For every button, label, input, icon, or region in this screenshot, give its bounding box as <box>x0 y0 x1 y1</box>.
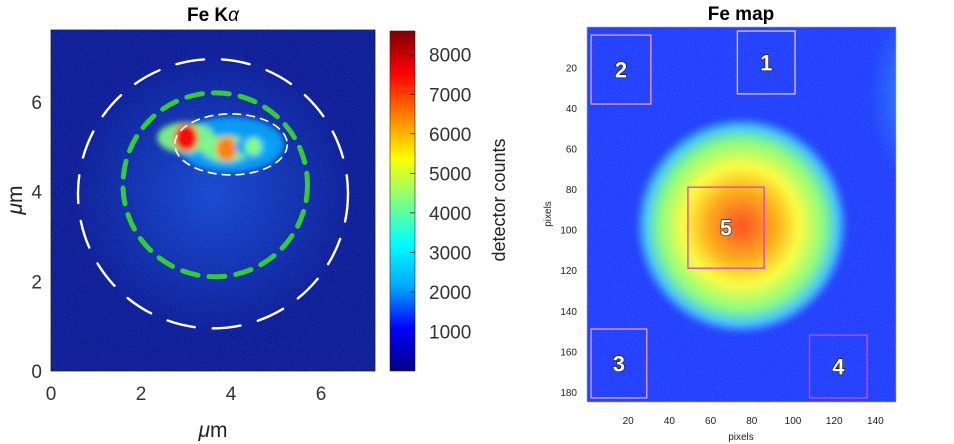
region-2-box <box>590 34 652 105</box>
map-x-tick-40: 40 <box>664 416 676 427</box>
colorbar <box>389 30 416 372</box>
map-y-tick-140: 140 <box>560 307 577 318</box>
map-x-tick-120: 120 <box>826 416 843 427</box>
title-text: Fe K <box>187 5 228 26</box>
colorbar-tick-3000: 3000 <box>429 243 471 264</box>
colorbar-tick-7000: 7000 <box>429 85 471 106</box>
title-alpha-symbol: α <box>228 5 240 26</box>
map-x-tick-60: 60 <box>705 416 717 427</box>
map-x-tick-80: 80 <box>746 416 758 427</box>
map-y-tick-40: 40 <box>566 104 578 115</box>
fe-map-title: Fe map <box>708 4 775 25</box>
region-1-box <box>736 30 796 95</box>
map-y-tick-60: 60 <box>566 145 578 156</box>
colorbar-tick-1000: 1000 <box>429 322 471 343</box>
map-y-tick-80: 80 <box>566 185 578 196</box>
y-axis-label: μm <box>4 185 27 215</box>
y-tick-2: 2 <box>31 272 42 293</box>
y-axis-mu: μ <box>4 203 27 216</box>
heatmap-image <box>51 30 375 371</box>
region-3-box <box>590 328 648 399</box>
colorbar-ticks: 1000 2000 3000 4000 5000 6000 7000 8000 <box>410 46 471 343</box>
white-dashed-circle <box>76 57 350 330</box>
region-4-box <box>808 334 868 399</box>
overlay-shapes <box>76 57 350 330</box>
region-2-label: 2 <box>615 58 627 83</box>
map-x-tick-20: 20 <box>623 416 635 427</box>
map-frame <box>586 26 897 403</box>
y-tick-6: 6 <box>31 93 42 114</box>
hotspot-dashed-outline <box>173 113 289 176</box>
map-y-tick-160: 160 <box>560 347 577 358</box>
x-tick-0: 0 <box>46 384 57 405</box>
y-axis-unit: m <box>4 185 27 203</box>
x-tick-6: 6 <box>316 384 327 405</box>
noise-texture <box>51 30 375 371</box>
y-tick-labels: 0 2 4 6 <box>31 93 42 383</box>
region-5-label: 5 <box>720 216 732 241</box>
map-x-axis-label: pixels <box>728 432 754 443</box>
region-4-label: 4 <box>832 355 845 380</box>
map-y-tick-100: 100 <box>560 226 577 237</box>
map-x-tick-100: 100 <box>785 416 802 427</box>
colorbar-tick-5000: 5000 <box>429 164 471 185</box>
map-image: 1 2 3 4 5 <box>587 27 896 402</box>
map-y-tick-labels: 20 40 60 80 100 120 140 160 180 <box>560 64 577 399</box>
region-5-box <box>687 186 765 269</box>
colorbar-tick-2000: 2000 <box>429 283 471 304</box>
x-tick-labels: 0 2 4 6 <box>46 384 327 405</box>
x-tick-2: 2 <box>136 384 147 405</box>
x-axis-label: μm <box>197 419 227 442</box>
fe-map-panel: Fe map 1 2 3 4 5 20 40 60 80 100 120 140 20 40 60 80 1… <box>543 4 897 443</box>
x-axis-unit: m <box>210 419 228 442</box>
x-tick-4: 4 <box>226 384 237 405</box>
map-y-tick-120: 120 <box>560 266 577 277</box>
map-y-axis-label: pixels <box>543 201 554 227</box>
colorbar-label: detector counts <box>489 138 509 261</box>
map-x-tick-labels: 20 40 60 80 100 120 140 <box>623 416 885 427</box>
colorbar-tick-6000: 6000 <box>429 125 471 146</box>
map-y-tick-20: 20 <box>566 64 578 75</box>
green-dashed-circle <box>120 90 310 280</box>
x-axis-mu: μ <box>197 419 210 442</box>
map-x-tick-140: 140 <box>867 416 884 427</box>
colorbar-tick-4000: 4000 <box>429 204 471 225</box>
y-tick-0: 0 <box>31 362 42 383</box>
map-y-tick-180: 180 <box>560 388 577 399</box>
region-3-label: 3 <box>613 351 625 376</box>
plot-frame <box>50 29 376 372</box>
colorbar-tick-8000: 8000 <box>429 46 471 67</box>
map-noise-texture <box>587 27 896 402</box>
fe-kalpha-title: Fe Kα <box>187 5 240 26</box>
region-1-label: 1 <box>760 50 772 75</box>
analysis-regions: 1 2 3 4 5 <box>590 30 868 399</box>
y-tick-4: 4 <box>31 183 42 204</box>
